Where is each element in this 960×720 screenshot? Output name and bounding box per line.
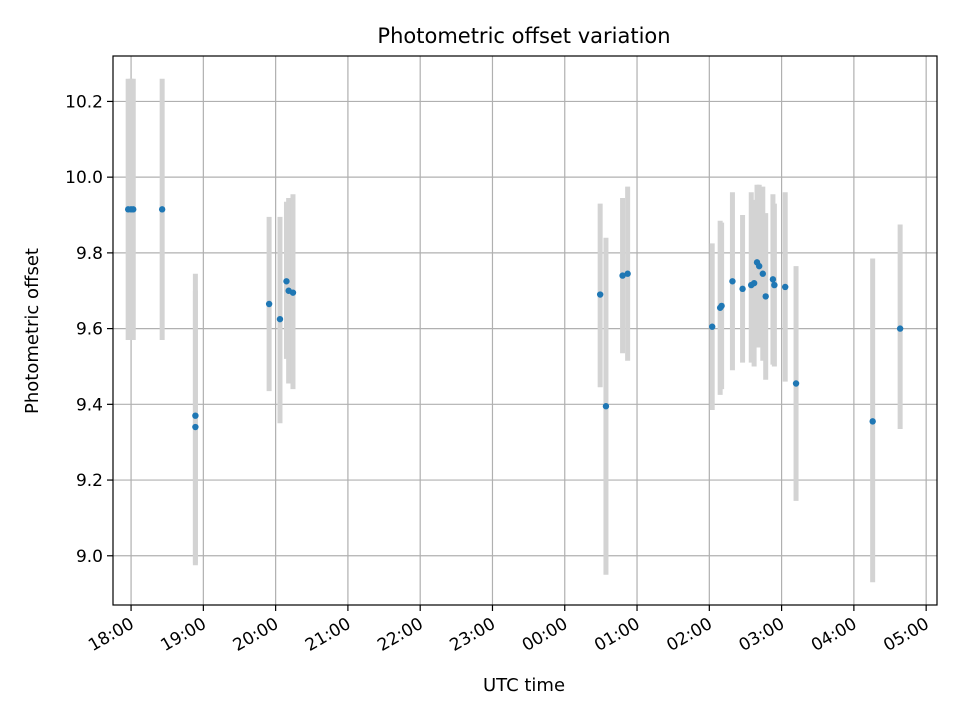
data-point [896, 325, 904, 332]
y-tick-label: 9.0 [76, 547, 103, 567]
data-point [739, 285, 746, 293]
data-point [869, 418, 876, 425]
data-point [624, 270, 631, 277]
data-point [192, 423, 199, 431]
axes-frame [112, 55, 938, 606]
data-point [729, 278, 736, 285]
chart-title: Photometric offset variation [377, 24, 670, 48]
x-axis-label: UTC time [483, 675, 565, 696]
data-point [718, 302, 725, 310]
data-point [289, 289, 297, 296]
y-tick-label: 9.8 [76, 244, 103, 264]
data-points [124, 206, 904, 431]
data-point [276, 315, 284, 323]
data-point [792, 380, 800, 387]
data-point [265, 300, 273, 308]
y-axis-ticks: 9.0 9.2 9.4 9.6 9.8 10.0 10.2 [65, 92, 113, 567]
y-tick-label: 10.2 [65, 92, 103, 112]
data-point [771, 281, 778, 289]
data-point [596, 291, 604, 298]
data-point [158, 206, 166, 213]
data-point [130, 206, 137, 213]
y-axis-label: Photometric offset [22, 248, 43, 414]
grid [113, 56, 937, 605]
y-tick-label: 9.6 [76, 320, 103, 340]
data-point [283, 278, 290, 285]
data-point [619, 272, 626, 279]
data-point [755, 262, 763, 270]
y-tick-label: 9.2 [76, 471, 103, 491]
data-point [769, 276, 777, 283]
data-point [192, 412, 199, 419]
data-point [782, 283, 789, 291]
data-point [759, 270, 767, 277]
data-point [709, 323, 716, 330]
data-point [750, 279, 758, 287]
y-tick-label: 10.0 [65, 168, 103, 188]
data-point [762, 293, 769, 300]
y-tick-label: 9.4 [76, 395, 103, 415]
data-point [602, 403, 610, 410]
